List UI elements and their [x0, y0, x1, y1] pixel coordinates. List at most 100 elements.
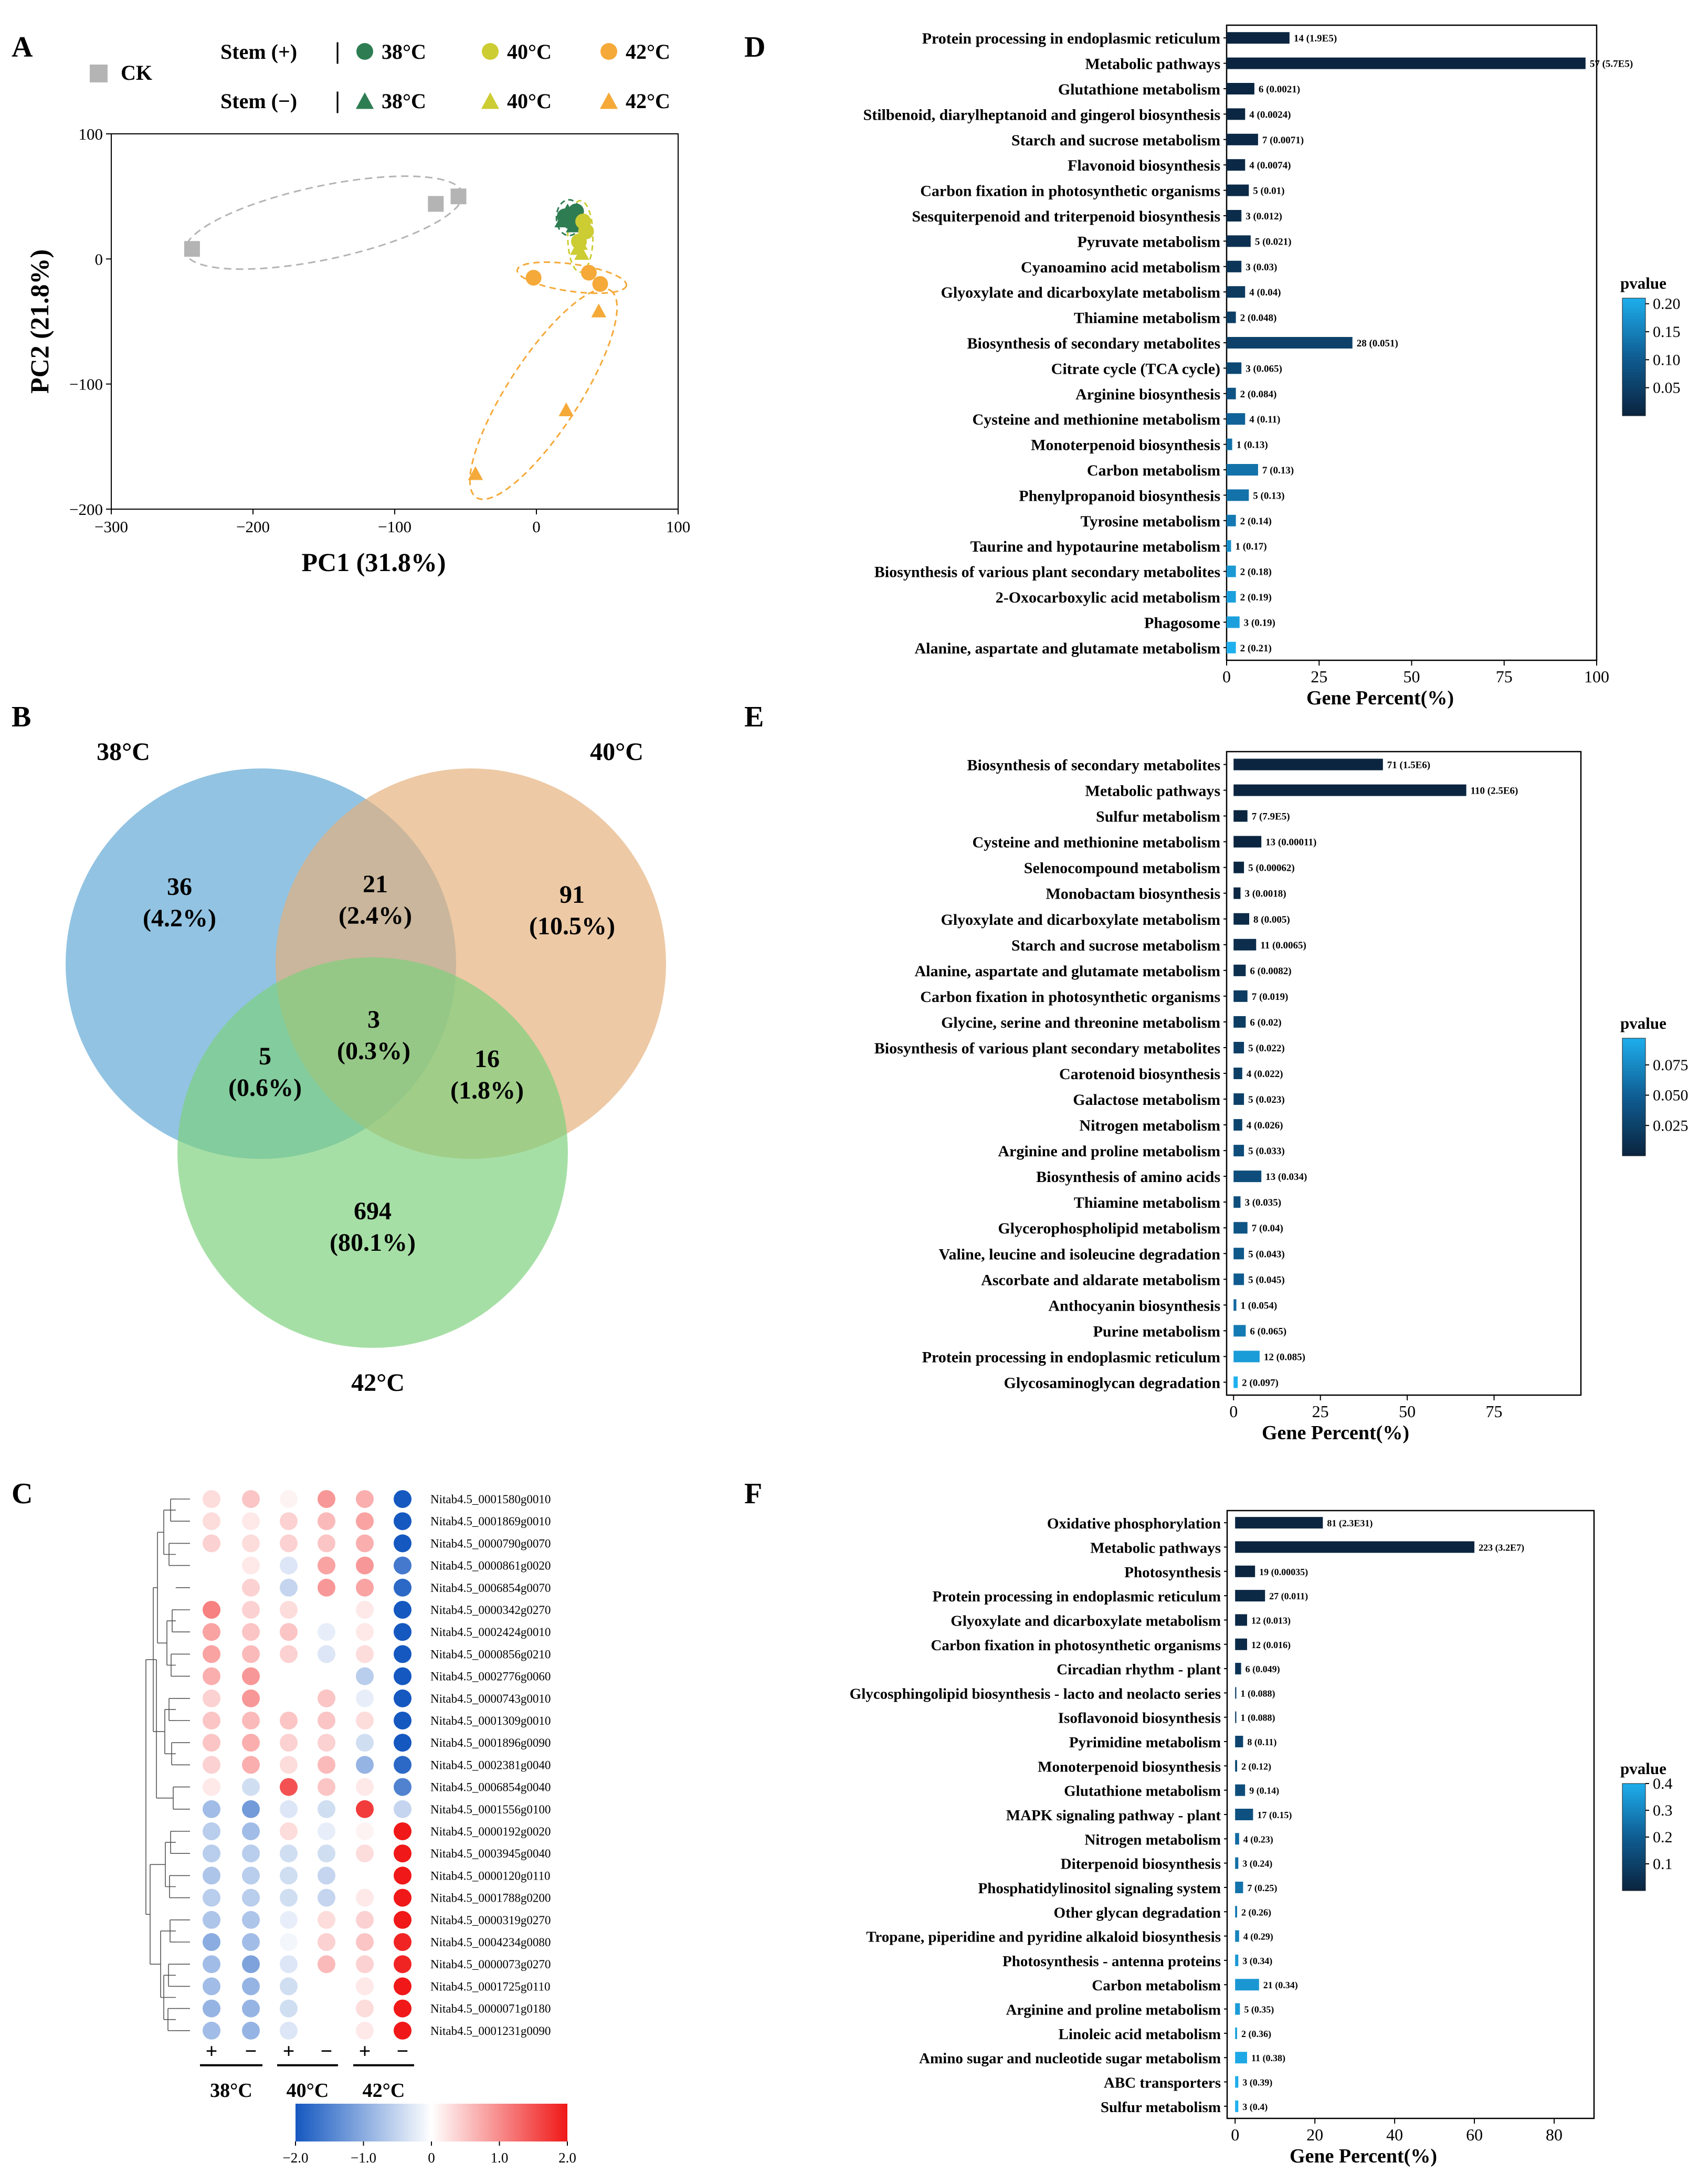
colorbar-segment	[1622, 413, 1645, 416]
heatmap-cell	[318, 1933, 335, 1951]
column-group-label: 40°C	[287, 2080, 329, 2102]
bar-value-label: 5 (0.045)	[1248, 1274, 1285, 1285]
heatmap-cell	[242, 1866, 260, 1885]
x-tick-label: −300	[94, 518, 128, 536]
point-triangle	[560, 203, 575, 218]
colorbar-segment	[1622, 1082, 1645, 1086]
category-label: Biosynthesis of various plant secondary …	[874, 564, 1220, 581]
colorbar-segment	[1622, 1105, 1645, 1109]
bar-value-label: 3 (0.19)	[1244, 617, 1275, 628]
point-circle	[581, 265, 597, 281]
bar-value-label: 3 (0.012)	[1246, 211, 1282, 222]
colorbar-segment	[1622, 407, 1645, 410]
ck-ellipse	[184, 175, 464, 270]
bar	[1235, 2003, 1240, 2015]
heatmap-cell	[280, 1712, 298, 1729]
bar-value-label: 8 (0.11)	[1247, 1737, 1276, 1748]
bar	[1235, 1833, 1239, 1845]
point-square	[450, 188, 467, 205]
gene-label: Nitab4.5_0006854g0070	[430, 1581, 551, 1595]
x-tick-label: 25	[1312, 1402, 1329, 1421]
category-label: Citrate cycle (TCA cycle)	[1051, 360, 1220, 377]
bar	[1227, 438, 1232, 450]
category-label: Metabolic pathways	[1085, 783, 1221, 800]
bar	[1235, 1614, 1247, 1626]
colorbar-segment	[1622, 1802, 1645, 1806]
legend-circle-marker	[356, 43, 373, 60]
venn-region-count: 91	[560, 881, 585, 909]
column-sign: −	[321, 2039, 333, 2063]
heatmap-cell	[242, 1734, 260, 1752]
heatmap-cell	[280, 1911, 298, 1929]
colorbar-segment	[1622, 1885, 1645, 1888]
heatmap-cell	[280, 1977, 298, 1996]
bar	[1227, 32, 1290, 44]
bar-value-label: 5 (0.022)	[1248, 1043, 1285, 1054]
panel-d-kegg-bars: Protein processing in endoplasmic reticu…	[735, 0, 1699, 724]
gene-label: Nitab4.5_0006854g0040	[430, 1781, 551, 1794]
heatmap-cell	[318, 1888, 335, 1907]
category-label: Isoflavonoid biosynthesis	[1058, 1710, 1221, 1727]
colorbar-segment	[1622, 339, 1645, 343]
colorbar-tick-label: 0.025	[1653, 1117, 1689, 1134]
venn-region-count: 5	[259, 1042, 271, 1070]
point-triangle	[558, 402, 574, 416]
colorbar-segment	[1622, 1144, 1645, 1147]
heatmap-cell	[242, 1800, 260, 1818]
scale-tick-label: −2.0	[283, 2150, 309, 2166]
bar-value-label: 5 (0.01)	[1253, 186, 1284, 197]
heatmap-cell	[356, 1623, 374, 1641]
x-tick-label: 50	[1399, 1402, 1416, 1421]
category-label: Glyoxylate and dicarboxylate metabolism	[941, 911, 1220, 929]
colorbar-segment	[1622, 307, 1645, 310]
category-label: Biosynthesis of secondary metabolites	[967, 335, 1221, 352]
heatmap-cell	[318, 1822, 335, 1840]
bar	[1235, 2027, 1237, 2039]
bar	[1235, 1565, 1255, 1577]
colorbar-segment	[1622, 1091, 1645, 1094]
colorbar-segment	[1622, 380, 1645, 384]
heatmap-cell	[318, 1667, 335, 1685]
heatmap-cell	[203, 1601, 220, 1619]
bar	[1235, 1541, 1475, 1553]
heatmap-cell	[203, 1623, 220, 1641]
y-tick-label: 100	[79, 125, 103, 143]
legend-circle-marker	[482, 43, 499, 60]
colorbar-segment	[1622, 1869, 1645, 1872]
legend-separator: |	[335, 87, 340, 113]
bar-value-label: 2 (0.048)	[1240, 313, 1277, 324]
colorbar-segment	[1622, 354, 1645, 357]
category-label: Photosynthesis	[1124, 1564, 1221, 1581]
x-tick-label: 25	[1311, 667, 1327, 686]
legend-ck-marker	[90, 65, 108, 82]
heatmap-cell	[203, 1955, 220, 1974]
scale-tick-label: −1.0	[351, 2150, 376, 2166]
category-label: Glutathione metabolism	[1058, 81, 1220, 98]
column-sign: +	[283, 2039, 295, 2063]
heatmap-cell	[203, 2021, 220, 2040]
colorbar-tick-label: 0.2	[1653, 1829, 1673, 1846]
category-label: Cysteine and methionine metabolism	[973, 834, 1221, 851]
bar-value-label: 223 (3.2E7)	[1479, 1542, 1524, 1553]
heatmap-cell	[318, 1578, 335, 1597]
heatmap-cell	[280, 1578, 298, 1597]
category-label: Sulfur metabolism	[1096, 808, 1220, 826]
column-sign: +	[206, 2039, 218, 2063]
category-label: Carbon metabolism	[1092, 1977, 1221, 1994]
colorbar-segment	[1622, 1047, 1645, 1050]
bar-value-label: 1 (0.088)	[1240, 1688, 1275, 1699]
x-tick-label: 80	[1546, 2125, 1563, 2144]
colorbar-segment	[1622, 1135, 1645, 1138]
heatmap-cell	[242, 1822, 260, 1840]
venn-region-count: 21	[363, 870, 388, 898]
bar-value-label: 4 (0.0024)	[1249, 109, 1291, 120]
heatmap-cell	[280, 2021, 298, 2040]
bar-value-label: 5 (0.00062)	[1248, 863, 1295, 874]
category-label: Glutathione metabolism	[1064, 1783, 1221, 1800]
colorbar-segment	[1622, 1053, 1645, 1057]
heatmap-cell	[356, 1999, 374, 2018]
colorbar-segment	[1622, 336, 1645, 340]
category-label: Galactose metabolism	[1073, 1091, 1220, 1109]
heatmap-cell	[280, 1955, 298, 1974]
